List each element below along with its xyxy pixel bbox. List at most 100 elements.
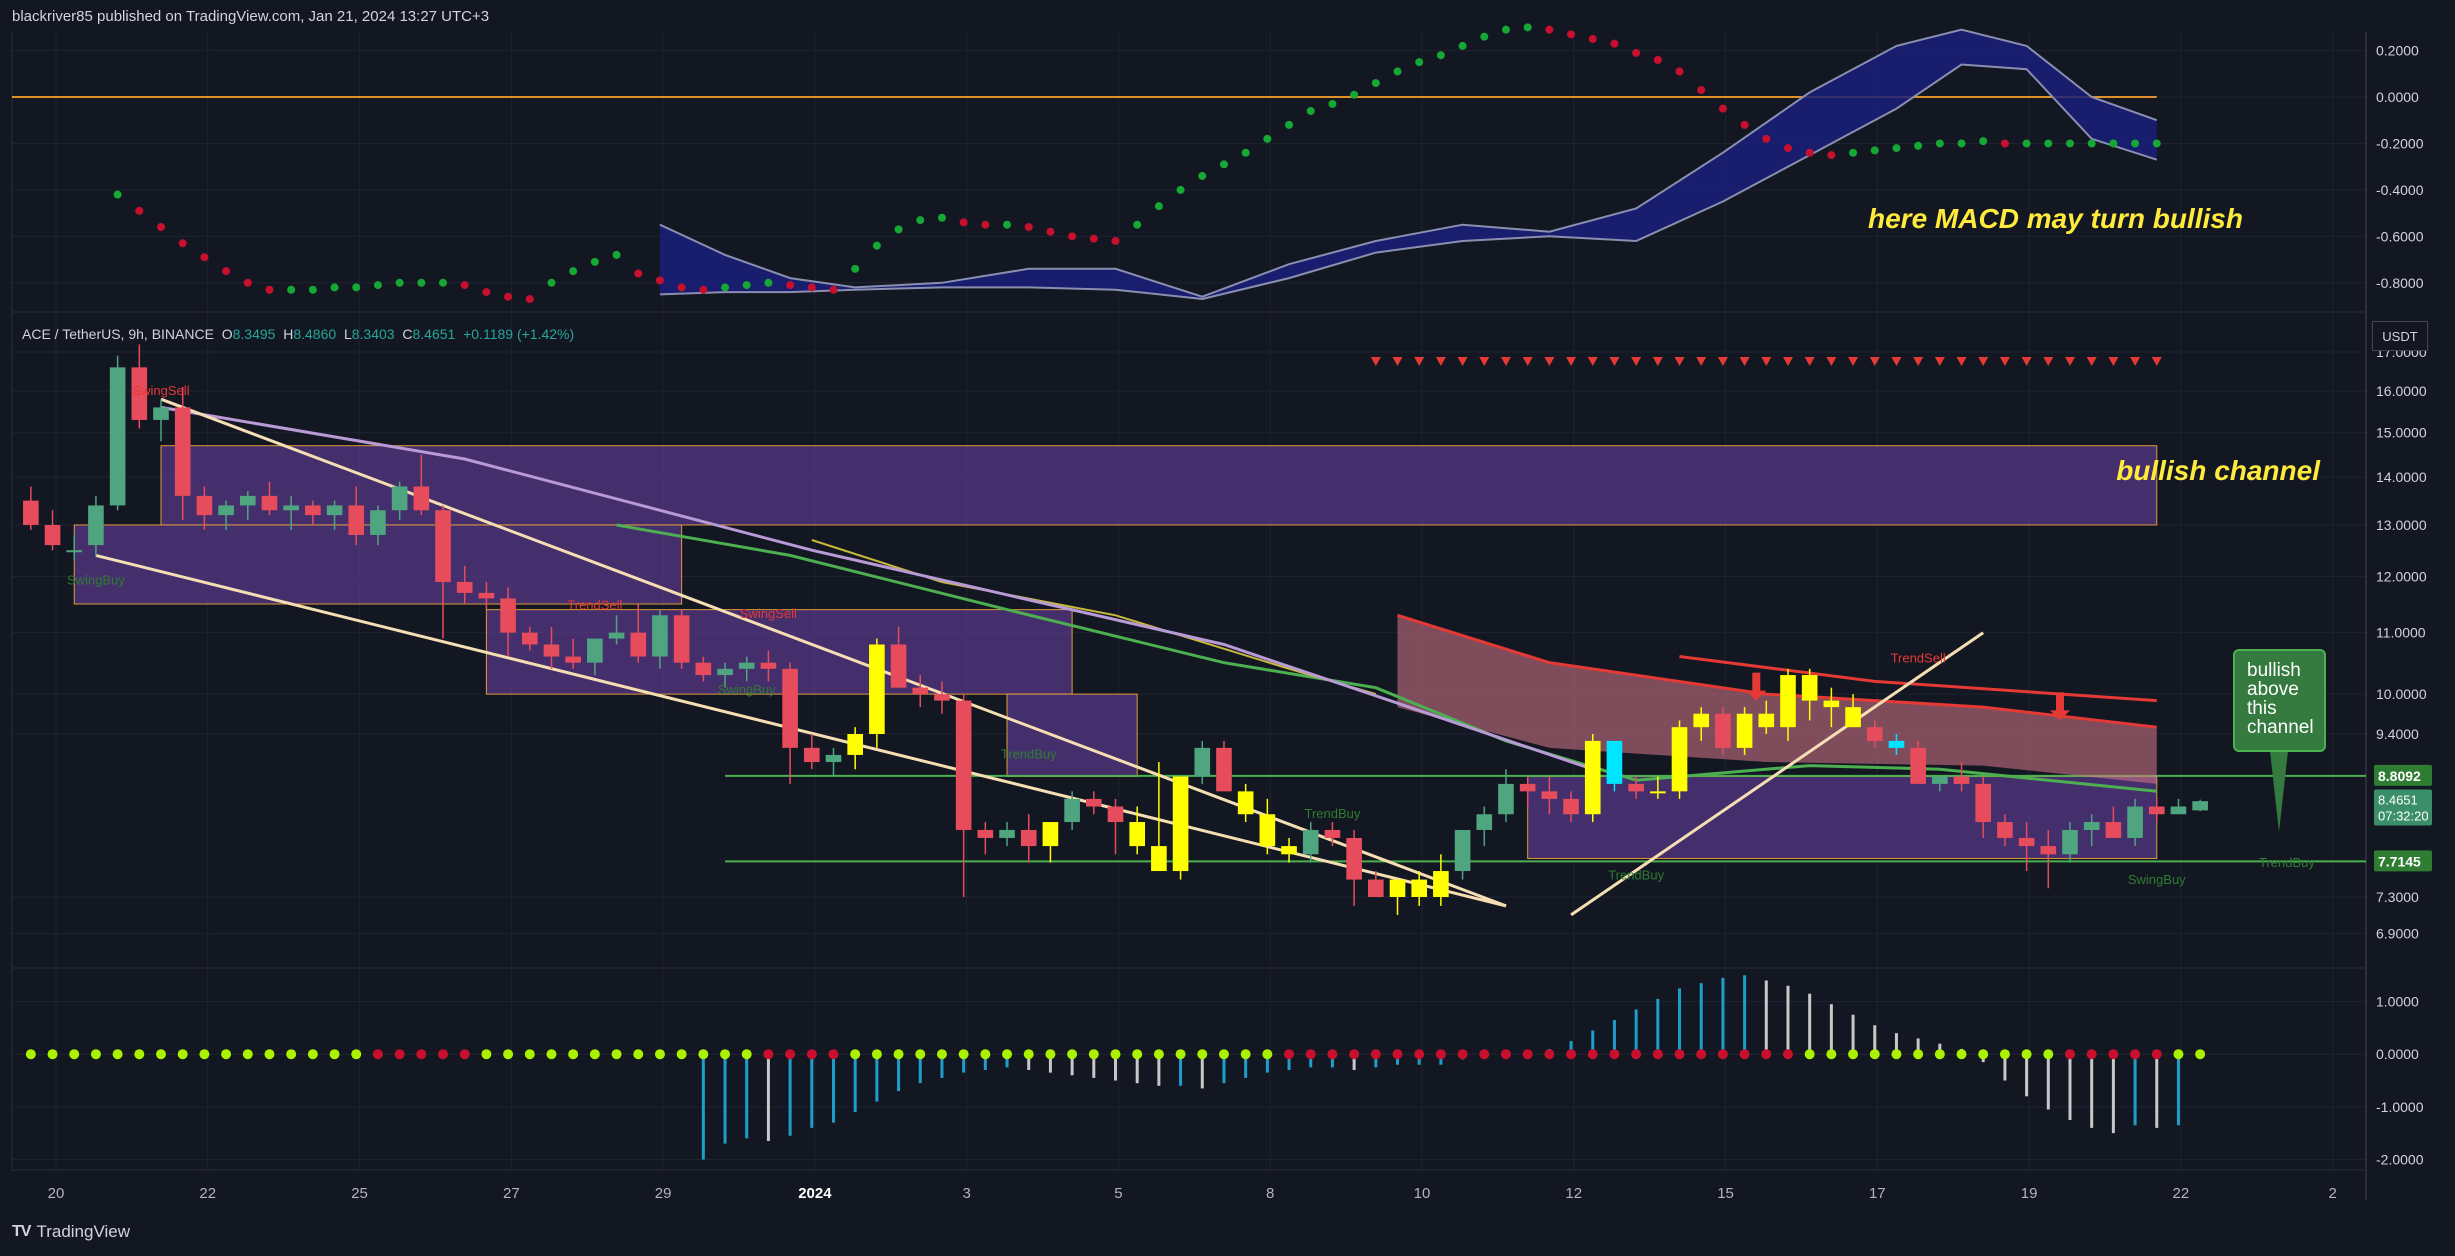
macd-dot: [916, 216, 925, 225]
squeeze-dot: [1544, 1049, 1555, 1060]
candle-body: [1107, 806, 1124, 823]
signal-label: TrendSell: [1891, 651, 1946, 666]
squeeze-dot: [156, 1049, 167, 1060]
candle-body: [890, 644, 907, 688]
candle-body: [1172, 776, 1189, 872]
macd-dot: [373, 281, 382, 290]
symbol-legend[interactable]: ACE / TetherUS, 9h, BINANCE O8.3495 H8.4…: [22, 326, 574, 342]
candle-body: [109, 367, 126, 506]
momentum-tick-label: 1.0000: [2376, 994, 2419, 1010]
panel-borders: [11, 32, 2367, 1200]
squeeze-dot: [372, 1049, 383, 1060]
signal-label: TrendBuy: [1304, 806, 1360, 821]
squeeze-dot: [2043, 1049, 2054, 1060]
candle-body: [2192, 801, 2208, 811]
callout-bullish-above-channel: bullish above this channel: [2233, 649, 2326, 752]
macd-panel: [12, 23, 2161, 304]
macd-dot: [2022, 139, 2031, 148]
squeeze-dot: [438, 1049, 449, 1060]
macd-dot: [525, 295, 534, 304]
squeeze-dot: [546, 1049, 557, 1060]
level-tag-lower-text: 7.7145: [2378, 853, 2421, 869]
macd-dot: [742, 281, 751, 290]
macd-dot: [1046, 227, 1055, 236]
time-tick-label: 5: [1114, 1185, 1122, 1202]
sell-signal-marker: [1804, 357, 1815, 366]
squeeze-dot: [177, 1049, 188, 1060]
candle-body: [1823, 700, 1840, 708]
price-tick-label: 15.0000: [2376, 425, 2427, 441]
squeeze-dot: [286, 1049, 297, 1060]
squeeze-dot: [1826, 1049, 1837, 1060]
tradingview-logo[interactable]: TV TradingView: [12, 1222, 130, 1242]
candle-body: [1411, 879, 1428, 898]
macd-dot: [1567, 30, 1576, 39]
candle-body: [934, 694, 950, 701]
moving-average-purple: [160, 405, 1594, 771]
macd-dot: [417, 278, 426, 287]
tradingview-logo-text: TradingView: [36, 1222, 131, 1241]
time-tick-label: 20: [48, 1185, 65, 1202]
price-tick-label: 13.0000: [2376, 517, 2427, 533]
open-value: 8.3495: [232, 326, 276, 342]
squeeze-dot: [2064, 1049, 2075, 1060]
macd-dot: [1350, 90, 1359, 99]
macd-dot: [1610, 39, 1619, 48]
candle-body: [803, 747, 820, 763]
squeeze-dot: [1479, 1049, 1490, 1060]
macd-dot: [1718, 104, 1727, 113]
macd-dot: [547, 278, 556, 287]
candle-body: [955, 700, 972, 830]
price-tick-label: 9.4000: [2376, 726, 2419, 742]
candle-body: [1758, 713, 1775, 728]
sell-signal-marker: [1609, 357, 1620, 366]
price-axis[interactable]: 20 22 25 27 29 2024 3 5 8 10 12 15 17 19 22 20.20000.00…: [48, 43, 2432, 1202]
price-tick-label: 11.0000: [2376, 625, 2426, 641]
candle-body: [239, 495, 256, 506]
squeeze-dot: [1175, 1049, 1186, 1060]
macd-dot: [655, 276, 664, 285]
macd-dot: [2044, 139, 2053, 148]
squeeze-dot: [1674, 1049, 1685, 1060]
candle-body: [869, 644, 885, 735]
sell-signal-marker: [1566, 357, 1577, 366]
candle-body: [652, 615, 668, 657]
macd-dot: [569, 267, 578, 276]
candle-body: [391, 486, 408, 511]
macd-dot: [1957, 139, 1966, 148]
squeeze-dot: [1848, 1049, 1859, 1060]
macd-dot: [1133, 220, 1142, 229]
symbol-name[interactable]: ACE / TetherUS, 9h, BINANCE: [22, 326, 214, 342]
macd-line: [659, 28, 2158, 298]
price-tick-label: 10.0000: [2376, 686, 2427, 702]
squeeze-dot: [1609, 1049, 1620, 1060]
squeeze-dot: [1761, 1049, 1772, 1060]
squeeze-dot: [676, 1049, 687, 1060]
squeeze-dot: [112, 1049, 123, 1060]
macd-dot: [265, 285, 274, 294]
squeeze-dot: [199, 1049, 210, 1060]
last-price-tag-text: 8.4651: [2378, 793, 2418, 808]
candle-body: [1324, 829, 1341, 838]
candle-body: [1302, 829, 1319, 855]
currency-selector-button[interactable]: USDT: [2372, 321, 2428, 351]
countdown-text: 07:32:20: [2378, 809, 2429, 824]
squeeze-dot: [1110, 1049, 1121, 1060]
squeeze-dot: [2151, 1049, 2162, 1060]
time-tick-label: 29: [655, 1185, 672, 1202]
price-panel[interactable]: SwingSell TrendSell SwingSell TrendSell Swin…: [23, 344, 2366, 917]
macd-dot: [330, 283, 339, 292]
macd-dot: [1285, 120, 1294, 129]
candle-body: [131, 367, 148, 420]
macd-dot: [1632, 48, 1641, 57]
time-tick-label: 17: [1869, 1185, 1886, 1202]
squeeze-dot: [1262, 1049, 1273, 1060]
trendline-lower: [95, 553, 1507, 908]
candle-body: [1736, 713, 1753, 748]
squeeze-dot: [1956, 1049, 1967, 1060]
sell-signal-marker: [1544, 357, 1555, 366]
candle-body: [66, 550, 83, 553]
squeeze-dot: [2021, 1049, 2032, 1060]
sell-signal-marker: [1674, 357, 1685, 366]
squeeze-dot: [1717, 1049, 1728, 1060]
